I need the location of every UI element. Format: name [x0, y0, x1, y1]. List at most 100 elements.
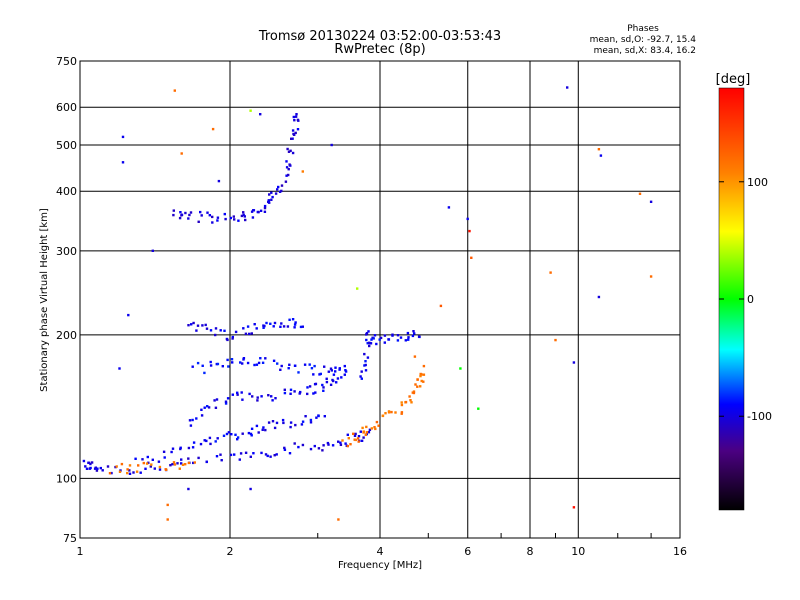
data-point — [447, 206, 451, 209]
data-point — [139, 471, 142, 474]
data-point — [255, 363, 259, 366]
data-point — [191, 418, 194, 422]
data-point — [364, 369, 368, 372]
data-point — [170, 450, 173, 454]
data-point — [317, 447, 321, 450]
y-axis-ticks: 75 100 200 300 400 500 600 750 — [56, 55, 77, 545]
data-point — [87, 461, 91, 464]
data-point — [214, 327, 218, 330]
data-point — [367, 330, 370, 333]
data-point — [549, 271, 552, 274]
data-point — [326, 441, 330, 445]
data-point — [227, 365, 230, 368]
data-point — [120, 462, 124, 466]
data-point — [190, 323, 193, 326]
data-point — [301, 443, 305, 447]
data-point — [206, 211, 209, 214]
chart-subtitle: RwPretec (8p) — [334, 42, 425, 57]
data-point — [244, 451, 248, 454]
x-axis-label: Frequency [MHz] — [338, 560, 422, 571]
data-point — [241, 362, 244, 365]
data-point — [207, 406, 211, 409]
data-point — [327, 370, 330, 373]
data-point — [287, 150, 291, 153]
data-point — [205, 327, 209, 330]
data-point — [301, 325, 304, 328]
data-point — [293, 390, 296, 393]
data-point — [262, 426, 265, 429]
data-point — [137, 464, 140, 467]
data-point — [108, 472, 112, 475]
data-point — [317, 414, 320, 418]
data-point — [408, 395, 411, 398]
data-point — [253, 323, 256, 326]
data-point — [171, 447, 175, 450]
plot-grid — [80, 61, 680, 538]
data-point — [368, 428, 372, 431]
data-point — [412, 330, 415, 333]
x-axis-ticks: 1 2 4 6 8 10 16 — [77, 533, 687, 558]
data-point — [400, 412, 403, 415]
data-point — [260, 451, 263, 455]
data-point — [85, 467, 89, 470]
data-point — [283, 448, 287, 451]
data-point — [299, 325, 303, 329]
data-point — [366, 342, 369, 345]
data-point — [419, 385, 422, 388]
data-point — [128, 464, 132, 467]
data-point — [359, 375, 362, 378]
data-point — [309, 447, 313, 451]
data-point — [243, 215, 246, 218]
data-point — [293, 364, 297, 367]
data-point — [217, 179, 221, 183]
data-point — [142, 461, 145, 465]
data-point — [306, 386, 309, 389]
data-point — [377, 424, 380, 427]
y-tick-label: 300 — [56, 245, 77, 258]
data-point — [266, 454, 269, 458]
data-point — [269, 455, 272, 458]
data-point — [283, 388, 286, 391]
data-point — [306, 392, 309, 396]
data-point — [224, 400, 228, 403]
data-point — [271, 399, 274, 402]
data-point — [283, 391, 287, 395]
data-point — [279, 325, 282, 328]
data-point — [236, 391, 239, 394]
data-point — [394, 411, 397, 414]
data-point — [253, 363, 256, 367]
data-point — [115, 465, 118, 468]
data-point — [189, 424, 193, 427]
data-point — [259, 113, 262, 116]
y-tick-label: 400 — [56, 185, 77, 198]
data-point — [400, 411, 404, 414]
data-point — [231, 335, 234, 339]
data-point — [169, 464, 172, 467]
data-point — [192, 321, 195, 325]
data-point — [396, 334, 400, 337]
data-point — [597, 295, 601, 299]
data-point — [230, 358, 234, 361]
data-point — [309, 418, 313, 422]
data-point — [187, 217, 190, 220]
data-point — [273, 321, 277, 325]
data-point — [313, 444, 316, 448]
data-point — [134, 457, 137, 460]
data-point — [315, 416, 318, 419]
data-point — [209, 329, 213, 332]
data-point — [314, 391, 317, 394]
data-point — [367, 431, 371, 434]
data-point — [334, 366, 337, 369]
data-point — [223, 212, 226, 216]
data-point — [231, 393, 234, 396]
data-point — [192, 461, 195, 465]
data-point — [162, 450, 166, 453]
data-point — [192, 441, 196, 444]
data-point — [390, 410, 393, 414]
data-point — [270, 198, 273, 201]
data-point — [318, 373, 321, 376]
data-point — [282, 421, 285, 425]
data-point — [178, 216, 182, 220]
plot-frame — [79, 60, 681, 539]
data-point — [193, 461, 196, 464]
